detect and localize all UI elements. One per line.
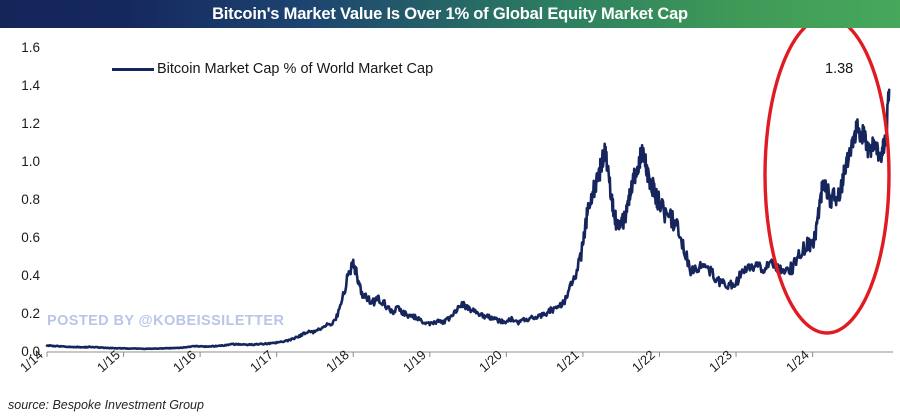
x-axis-tick-label: 1/18 <box>323 347 353 376</box>
y-axis-tick-label: 1.6 <box>21 40 40 55</box>
x-axis-tick-label: 1/22 <box>629 347 659 376</box>
legend-line-swatch <box>112 67 154 71</box>
x-axis-tick-label: 1/15 <box>93 347 123 376</box>
series-group <box>45 88 891 351</box>
x-axis-tick-label: 1/24 <box>782 347 812 376</box>
axis-group <box>46 351 893 357</box>
x-axis-tick-label: 1/16 <box>170 347 199 376</box>
y-axis-tick-label: 0.8 <box>21 192 40 207</box>
annotation-group <box>763 28 891 335</box>
x-axis-tick-label: 1/21 <box>552 347 582 376</box>
x-axis-tick-label: 1/23 <box>706 347 735 376</box>
y-axis-tick-label: 1.2 <box>21 116 40 131</box>
x-axis-tick-label: 1/19 <box>399 347 429 376</box>
title-banner: Bitcoin's Market Value Is Over 1% of Glo… <box>0 0 900 28</box>
x-axis-tick-label: 1/20 <box>476 347 506 376</box>
y-axis-tick-label: 1.0 <box>21 154 40 169</box>
y-axis-tick-label: 1.4 <box>21 78 40 93</box>
chart-legend: Bitcoin Market Cap % of World Market Cap <box>112 61 433 77</box>
y-axis-tick-label: 0.2 <box>21 306 40 321</box>
legend-label: Bitcoin Market Cap % of World Market Cap <box>157 61 434 77</box>
x-axis-tick-label: 1/14 <box>17 347 46 376</box>
source-credit: source: Bespoke Investment Group <box>8 398 204 412</box>
plot-area: 1.6 1.4 1.2 1.0 0.8 0.6 0.4 0.2 0.0 1/14 1/15 1/16… <box>0 28 900 418</box>
y-axis-tick-label: 0.6 <box>21 230 40 245</box>
page-title: Bitcoin's Market Value Is Over 1% of Glo… <box>212 4 688 23</box>
y-axis-tick-label: 0.0 <box>21 344 40 359</box>
chart-canvas <box>45 28 893 357</box>
watermark-text: POSTED BY @KOBEISSILETTER <box>47 313 285 329</box>
x-axis: 1/14 1/15 1/16 1/17 1/18 1/19 1/20 1/21 1/22 1/23… <box>0 28 900 418</box>
y-axis-tick-label: 0.4 <box>21 268 40 283</box>
x-axis-tick-label: 1/17 <box>246 347 276 376</box>
last-value-annotation: 1.38 <box>825 61 854 77</box>
y-axis: 1.6 1.4 1.2 1.0 0.8 0.6 0.4 0.2 0.0 <box>0 28 40 418</box>
